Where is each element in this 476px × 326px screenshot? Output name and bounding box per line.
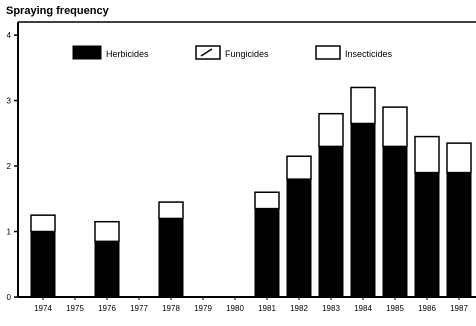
x-tick-label: 1982 — [290, 304, 308, 313]
bar-herbicides-1987 — [446, 172, 472, 298]
legend-swatch-fungicides-mark — [200, 48, 213, 57]
bar-insecticides-1974 — [30, 214, 56, 233]
chart-title: Spraying frequency — [6, 5, 110, 17]
legend-swatch-herbicides — [72, 45, 102, 60]
legend-label-herbicides: Herbicides — [106, 49, 149, 59]
y-tick-label: 2 — [7, 162, 12, 171]
bar-insecticides-1982 — [286, 155, 312, 180]
bar-herbicides-1982 — [286, 178, 312, 298]
bar-insecticides-1984 — [350, 86, 376, 125]
x-tick-label: 1987 — [450, 304, 468, 313]
legend-label-fungicides: Fungicides — [225, 49, 269, 59]
x-tick-label: 1986 — [418, 304, 436, 313]
x-tick-label: 1984 — [354, 304, 372, 313]
x-tick-label: 1985 — [386, 304, 404, 313]
bar-herbicides-1974 — [30, 231, 56, 298]
x-tick-label: 1974 — [34, 304, 52, 313]
legend-swatch-insecticides — [315, 45, 341, 60]
bar-insecticides-1987 — [446, 142, 472, 174]
bar-insecticides-1978 — [158, 201, 184, 220]
bar-insecticides-1986 — [414, 135, 440, 174]
x-tick-label: 1977 — [130, 304, 148, 313]
bars — [30, 86, 472, 298]
legend-label-insecticides: Insecticides — [345, 49, 393, 59]
y-tick-label: 3 — [7, 97, 12, 106]
bar-insecticides-1985 — [382, 106, 408, 148]
bar-herbicides-1984 — [350, 122, 376, 298]
bar-herbicides-1983 — [318, 145, 344, 298]
y-tick-label: 4 — [7, 31, 12, 40]
x-tick-label: 1983 — [322, 304, 340, 313]
x-tick-label: 1980 — [226, 304, 244, 313]
bar-herbicides-1985 — [382, 145, 408, 298]
bar-insecticides-1983 — [318, 112, 344, 148]
x-tick-label: 1976 — [98, 304, 116, 313]
legend: Herbicides Fungicides Insecticides — [72, 45, 393, 60]
legend-swatch-fungicides — [195, 45, 221, 60]
y-ticks: 0 1 2 3 4 — [7, 31, 18, 302]
bar-herbicides-1981 — [254, 208, 280, 298]
y-tick-label: 0 — [7, 293, 12, 302]
x-tick-labels: 1974 1975 1976 1977 1978 1979 1980 1981 1982 1983… — [34, 297, 468, 313]
y-tick-label: 1 — [7, 228, 12, 237]
bar-insecticides-1981 — [254, 191, 280, 210]
bar-herbicides-1978 — [158, 217, 184, 298]
bar-herbicides-1986 — [414, 172, 440, 298]
x-tick-label: 1975 — [66, 304, 84, 313]
x-tick-label: 1979 — [194, 304, 212, 313]
bar-herbicides-1976 — [94, 240, 120, 298]
bar-insecticides-1976 — [94, 220, 120, 243]
x-tick-label: 1981 — [258, 304, 276, 313]
x-tick-label: 1978 — [162, 304, 180, 313]
